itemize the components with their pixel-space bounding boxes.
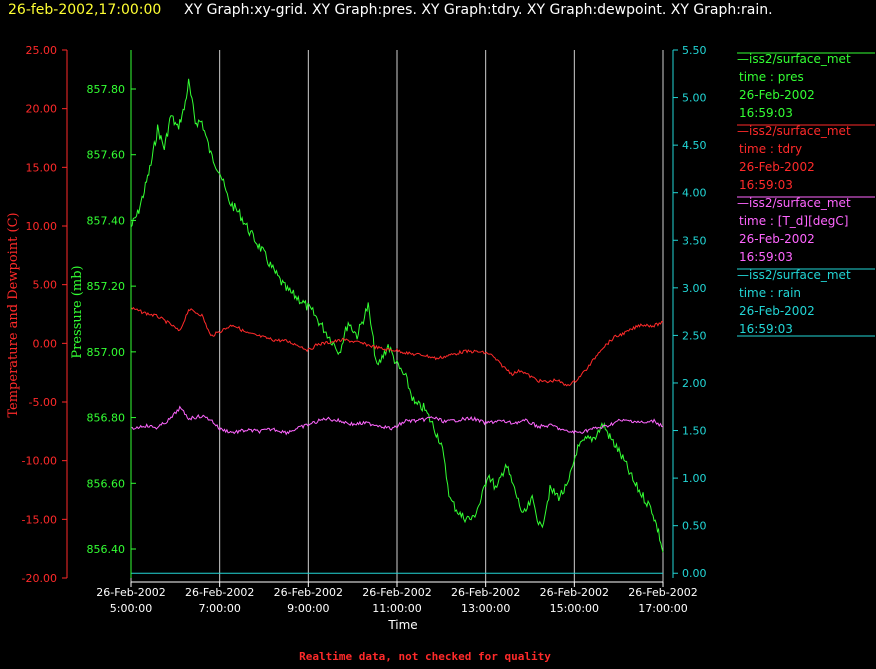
time-tick-date: 26-Feb-2002 [362,586,431,599]
series-lines [130,78,664,574]
time-tick-date: 26-Feb-2002 [274,586,343,599]
title-bar: 26-feb-2002,17:00:00 XY Graph:xy-grid. X… [0,0,876,22]
temperature-tick-label: -5.00 [29,396,57,409]
time-tick-clock: 11:00:00 [372,602,421,615]
temperature-tick-label: 15.00 [26,161,58,174]
series-dewpoint-line [130,405,664,436]
rain-tick-label: 0.00 [682,567,707,580]
time-tick-date: 26-Feb-2002 [185,586,254,599]
temperature-tick-label: 10.00 [26,220,58,233]
rain-tick-label: 0.50 [682,520,707,533]
pressure-tick-label: 856.40 [87,543,126,556]
tick-labels: 25.00 20.00 15.00 10.00 5.00 0.00 -5.00 -10.00 -… [22,44,707,615]
legend-text: time : rain [739,286,801,300]
rain-tick-label: 1.50 [682,425,707,438]
time-tick-date: 26-Feb-2002 [96,586,165,599]
pressure-axis-label: Pressure (mb) [70,265,85,358]
time-tick-date: 26-Feb-2002 [628,586,697,599]
legend-text: —iss2/surface_met [737,196,851,210]
temperature-tick-label: 20.00 [26,103,58,116]
time-tick-clock: 5:00:00 [110,602,152,615]
legend-text: 16:59:03 [739,250,793,264]
legend-text: time : tdry [739,142,802,156]
legend-text: time : pres [739,70,804,84]
legend-text: time : [T_d][degC] [739,214,848,228]
time-tick-date: 26-Feb-2002 [451,586,520,599]
legend-text: 16:59:03 [739,322,793,336]
temperature-tick-label: 0.00 [33,337,58,350]
time-tick-clock: 15:00:00 [550,602,599,615]
graph-list: XY Graph:xy-grid. XY Graph:pres. XY Grap… [184,2,773,18]
temperature-tick-label: -20.00 [22,572,57,585]
legend-text: 16:59:03 [739,106,793,120]
series-pres-line [130,78,664,553]
legend-text: —iss2/surface_met [737,124,851,138]
rain-tick-label: 5.50 [682,44,707,57]
pressure-tick-label: 857.80 [87,83,126,96]
time-axis-label: Time [387,618,417,632]
legend-text: 26-Feb-2002 [739,160,815,174]
rain-tick-label: 5.00 [682,92,707,105]
header-timestamp: 26-feb-2002,17:00:00 [8,2,162,18]
legend-text: 26-Feb-2002 [739,304,815,318]
time-tick-clock: 13:00:00 [461,602,510,615]
pressure-tick-label: 857.00 [87,346,126,359]
legend-text: 26-Feb-2002 [739,88,815,102]
grid-lines [130,50,664,582]
pressure-tick-label: 857.60 [87,149,126,162]
pressure-tick-label: 856.80 [87,412,126,425]
rain-tick-label: 2.50 [682,329,707,342]
legend-text: 16:59:03 [739,178,793,192]
time-tick-clock: 7:00:00 [198,602,240,615]
temperature-tick-label: -10.00 [22,455,57,468]
series-tdry-line [130,306,664,387]
time-tick-clock: 17:00:00 [638,602,687,615]
time-tick-date: 26-Feb-2002 [540,586,609,599]
legend-text: 26-Feb-2002 [739,232,815,246]
pressure-tick-label: 857.40 [87,214,126,227]
rain-tick-label: 4.50 [682,139,707,152]
time-tick-clock: 9:00:00 [287,602,329,615]
rain-tick-label: 3.50 [682,234,707,247]
legend-text: —iss2/surface_met [737,268,851,282]
temperature-tick-label: -15.00 [22,513,57,526]
pressure-tick-label: 857.20 [87,280,126,293]
legend-text: —iss2/surface_met [737,52,851,66]
axes [62,49,678,587]
rain-tick-label: 2.00 [682,377,707,390]
temperature-tick-label: 5.00 [33,279,58,292]
rain-tick-label: 3.00 [682,282,707,295]
temperature-tick-label: 25.00 [26,44,58,57]
temperature-axis-label: Temperature and Dewpoint (C) [6,212,21,417]
rain-tick-label: 1.00 [682,472,707,485]
pressure-tick-label: 856.60 [87,477,126,490]
rain-tick-label: 4.00 [682,187,707,200]
quality-note: Realtime data, not checked for quality [299,650,551,663]
